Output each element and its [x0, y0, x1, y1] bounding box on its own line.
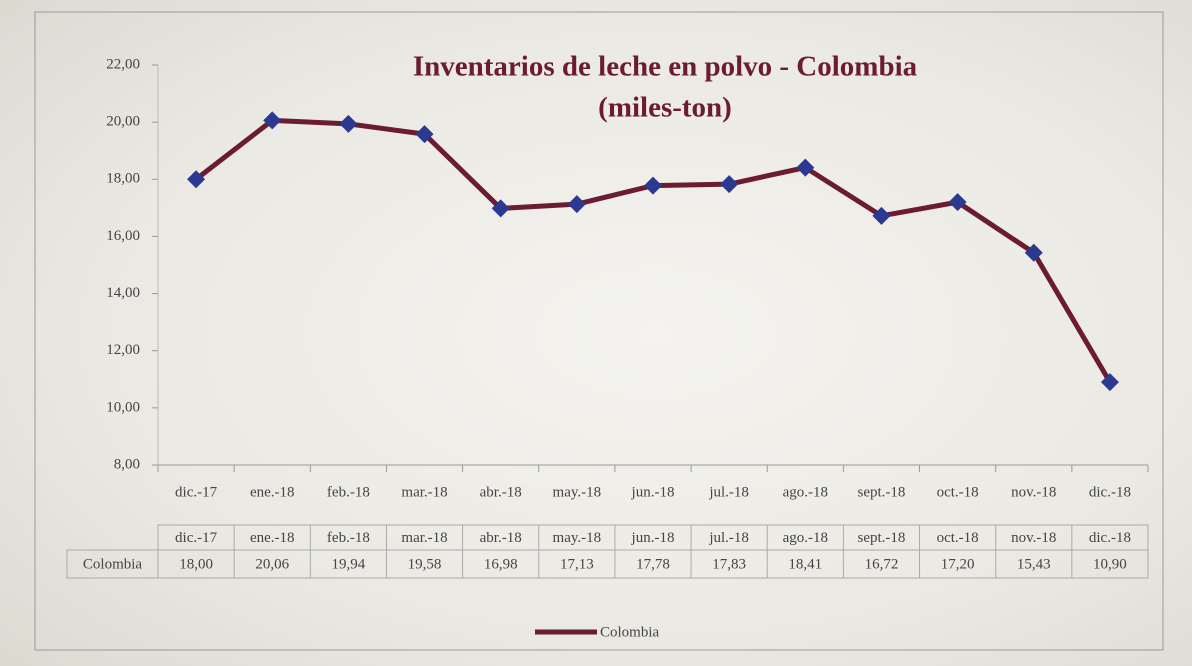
marker — [187, 170, 206, 189]
marker — [1024, 243, 1043, 262]
x-tick-label: oct.-18 — [937, 484, 979, 500]
marker — [796, 158, 815, 177]
x-tick-label: ago.-18 — [783, 484, 828, 500]
table-cell: 20,06 — [255, 556, 289, 572]
table-header-cell: oct.-18 — [937, 530, 979, 546]
marker — [491, 199, 510, 218]
marker — [1100, 373, 1119, 392]
table-cell: 16,72 — [865, 556, 899, 572]
y-tick-label: 10,00 — [106, 399, 140, 415]
marker — [948, 193, 967, 212]
x-tick-label: feb.-18 — [327, 484, 370, 500]
marker — [644, 176, 662, 195]
table-row-label: Colombia — [83, 556, 143, 572]
y-tick-label: 18,00 — [106, 171, 140, 187]
y-tick-label: 14,00 — [106, 285, 140, 301]
y-tick-label: 22,00 — [106, 56, 140, 72]
table-header-cell: nov.-18 — [1011, 530, 1056, 546]
table-header-cell: dic.-17 — [175, 530, 218, 546]
table-cell: 19,58 — [408, 556, 442, 572]
y-tick-label: 20,00 — [106, 114, 140, 130]
marker — [567, 195, 586, 214]
marker — [720, 175, 739, 194]
marker — [872, 206, 891, 225]
table-header-cell: mar.-18 — [401, 530, 447, 546]
x-tick-label: sept.-18 — [858, 484, 906, 500]
table-header-cell: ago.-18 — [783, 530, 828, 546]
x-tick-label: dic.-18 — [1089, 484, 1131, 500]
table-header-cell: jul.-18 — [708, 530, 749, 546]
table-cell: 19,94 — [332, 556, 366, 572]
table-cell: 10,90 — [1093, 556, 1127, 572]
marker — [263, 111, 282, 130]
chart-title: Inventarios de leche en polvo - Colombia — [413, 51, 918, 83]
x-tick-label: may.-18 — [553, 484, 602, 500]
x-tick-label: dic.-17 — [175, 484, 218, 500]
marker — [415, 125, 434, 144]
y-tick-label: 8,00 — [114, 456, 140, 472]
table-cell: 15,43 — [1017, 556, 1051, 572]
table-cell: 18,41 — [788, 556, 822, 572]
table-header-cell: feb.-18 — [327, 530, 370, 546]
table-cell: 16,98 — [484, 556, 518, 572]
table-header-cell: abr.-18 — [480, 530, 522, 546]
chart-subtitle: (miles-ton) — [598, 92, 732, 124]
y-tick-label: 12,00 — [106, 342, 140, 358]
table-header-cell: dic.-18 — [1089, 530, 1131, 546]
x-tick-label: mar.-18 — [401, 484, 447, 500]
table-header-cell: may.-18 — [553, 530, 602, 546]
x-tick-label: ene.-18 — [250, 484, 295, 500]
table-cell: 17,20 — [941, 556, 975, 572]
chart-frame — [34, 11, 1164, 651]
marker — [339, 114, 358, 133]
legend-label: Colombia — [600, 624, 660, 640]
x-tick-label: jun.-18 — [631, 484, 675, 500]
table-cell: 18,00 — [179, 556, 213, 572]
x-tick-label: nov.-18 — [1011, 484, 1056, 500]
table-header-cell: ene.-18 — [250, 530, 295, 546]
table-header-cell: sept.-18 — [858, 530, 906, 546]
x-tick-label: jul.-18 — [708, 484, 749, 500]
y-tick-label: 16,00 — [106, 228, 140, 244]
table-cell: 17,83 — [712, 556, 746, 572]
table-header-cell: jun.-18 — [631, 530, 675, 546]
table-cell: 17,13 — [560, 556, 594, 572]
x-tick-label: abr.-18 — [480, 484, 522, 500]
table-cell: 17,78 — [636, 556, 670, 572]
